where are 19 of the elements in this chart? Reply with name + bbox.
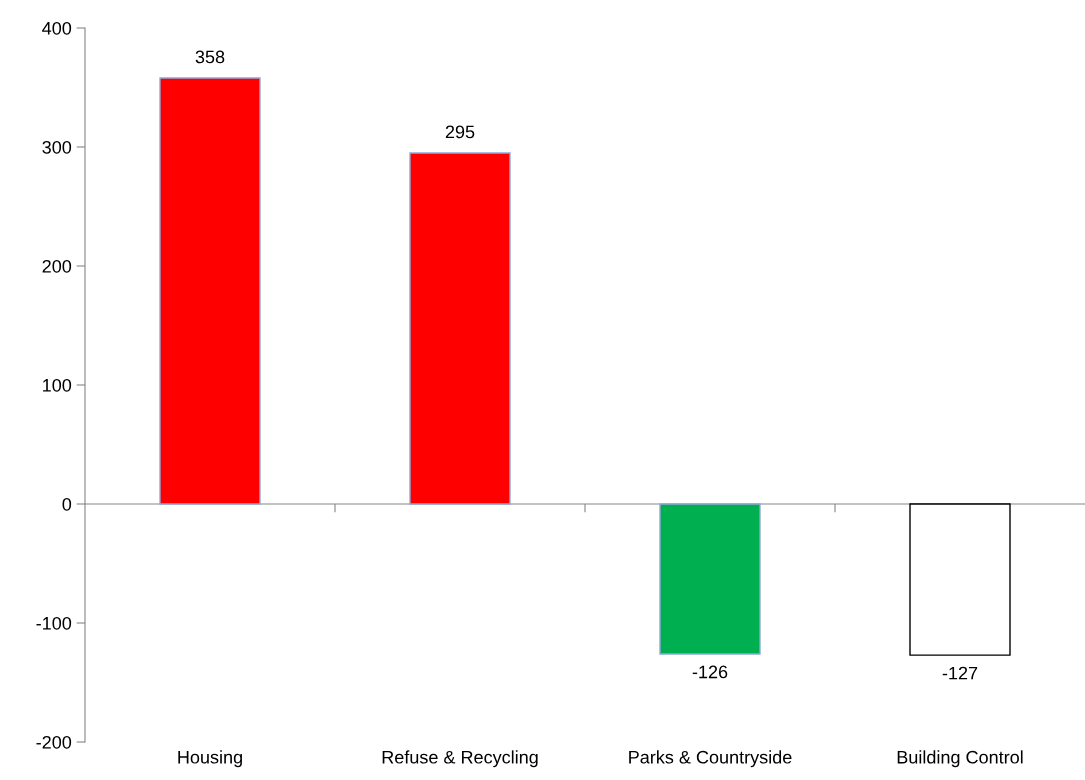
- bar: [909, 503, 1011, 656]
- bar: [659, 503, 761, 655]
- y-tick-label: 400: [42, 21, 72, 35]
- y-tick-label: 200: [42, 259, 72, 273]
- x-tick-label: Refuse & Recycling: [382, 750, 538, 768]
- data-label: 358: [195, 50, 225, 64]
- bar: [409, 152, 511, 505]
- y-tick-label: 100: [43, 378, 72, 392]
- data-label: -127: [942, 666, 978, 680]
- x-tick-label: Building Control: [897, 750, 1023, 768]
- data-label: 295: [445, 125, 475, 139]
- y-tick-label: -100: [36, 616, 72, 630]
- bar: [159, 77, 261, 505]
- y-tick-label: 300: [42, 140, 72, 154]
- y-tick-label: 0: [62, 497, 72, 511]
- x-tick-label: Parks & Countryside: [629, 750, 792, 768]
- data-label: -126: [692, 665, 728, 679]
- y-tick-label: -200: [36, 735, 72, 749]
- x-tick-label: Housing: [178, 750, 242, 768]
